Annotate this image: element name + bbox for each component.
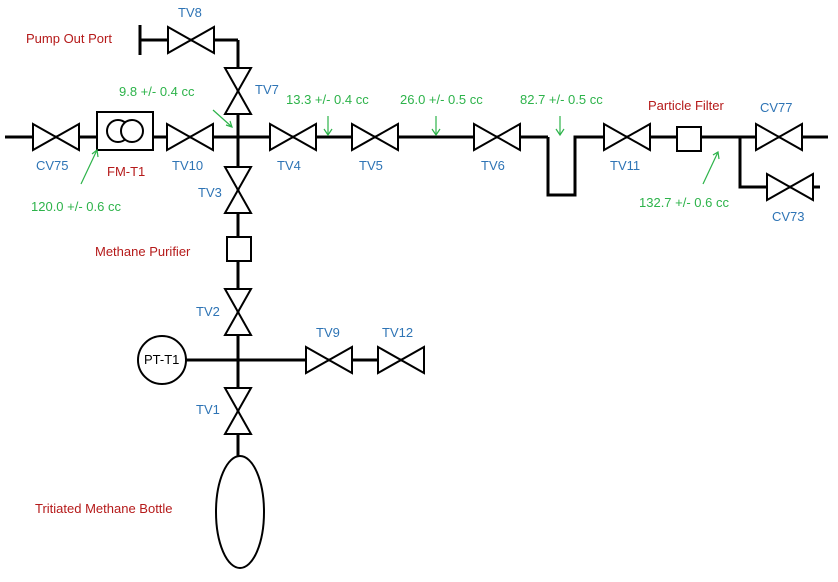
label-cv73: CV73: [772, 209, 805, 224]
label-tv7: TV7: [255, 82, 279, 97]
valve-tv2[interactable]: [223, 288, 253, 336]
label-tv5: TV5: [359, 158, 383, 173]
valve-tv12[interactable]: [377, 345, 425, 375]
label-tv2: TV2: [196, 304, 220, 319]
label-volume-v5: 120.0 +/- 0.6 cc: [31, 199, 121, 214]
label-fm-t1: FM-T1: [107, 164, 145, 179]
valve-tv6[interactable]: [473, 122, 521, 152]
valve-tv1[interactable]: [223, 387, 253, 435]
label-methane-purifier: Methane Purifier: [95, 244, 191, 259]
label-tv1: TV1: [196, 402, 220, 417]
pressure-transducer-pt-t1[interactable]: [137, 335, 187, 385]
label-volume-v4: 82.7 +/- 0.5 cc: [520, 92, 603, 107]
label-cv77: CV77: [760, 100, 793, 115]
label-particle-filter: Particle Filter: [648, 98, 725, 113]
tritiated-methane-bottle[interactable]: [215, 455, 265, 569]
label-tv12: TV12: [382, 325, 413, 340]
label-tv4: TV4: [277, 158, 301, 173]
particle-filter[interactable]: [676, 126, 702, 152]
flow-meter-fm-t1[interactable]: [96, 111, 154, 151]
label-tv8: TV8: [178, 5, 202, 20]
valve-tv8[interactable]: [167, 25, 215, 55]
label-tv9: TV9: [316, 325, 340, 340]
valve-tv11[interactable]: [603, 122, 651, 152]
label-tv10: TV10: [172, 158, 203, 173]
valve-cv75[interactable]: [32, 122, 80, 152]
label-pump-out-port: Pump Out Port: [26, 31, 112, 46]
label-tv3: TV3: [198, 185, 222, 200]
label-cv75: CV75: [36, 158, 69, 173]
valve-tv7[interactable]: [223, 67, 253, 115]
label-pt-t1: PT-T1: [144, 352, 179, 367]
volume-arrow-v1: [212, 109, 233, 128]
methane-purifier[interactable]: [226, 236, 252, 262]
valve-tv3[interactable]: [223, 166, 253, 214]
valve-tv10[interactable]: [166, 122, 214, 152]
valve-cv77[interactable]: [755, 122, 803, 152]
valve-tv9[interactable]: [305, 345, 353, 375]
volume-arrow-v4: [555, 116, 565, 137]
volume-arrow-v6: [702, 151, 720, 185]
label-tv11: TV11: [610, 158, 640, 173]
label-volume-v1: 9.8 +/- 0.4 cc: [119, 84, 195, 99]
pipe-u-loop: [546, 135, 604, 197]
valve-cv73[interactable]: [766, 172, 814, 202]
label-volume-v2: 13.3 +/- 0.4 cc: [286, 92, 369, 107]
volume-arrow-v5: [80, 148, 99, 185]
valve-tv4[interactable]: [269, 122, 317, 152]
label-volume-v3: 26.0 +/- 0.5 cc: [400, 92, 483, 107]
volume-arrow-v3: [431, 116, 441, 137]
valve-tv5[interactable]: [351, 122, 399, 152]
label-bottle: Tritiated Methane Bottle: [35, 501, 173, 516]
label-volume-v6: 132.7 +/- 0.6 cc: [639, 195, 729, 210]
volume-arrow-v2: [323, 116, 333, 137]
label-tv6: TV6: [481, 158, 505, 173]
